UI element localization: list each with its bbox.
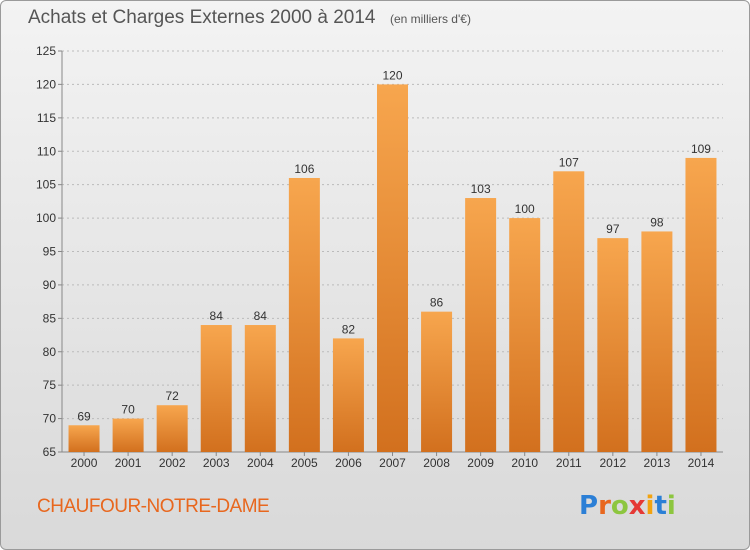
data-label: 103 <box>471 182 491 196</box>
logo-letter: x <box>628 491 646 521</box>
bar <box>244 325 276 452</box>
logo-letter: P <box>579 491 599 521</box>
y-tick-label: 90 <box>43 278 57 292</box>
commune-name: CHAUFOUR-NOTRE-DAME <box>37 496 270 517</box>
data-label: 120 <box>382 68 402 82</box>
logo-letter: t <box>654 491 667 521</box>
x-tick-label: 2007 <box>379 456 406 470</box>
bar <box>156 405 188 452</box>
x-tick-label: 2004 <box>247 456 274 470</box>
y-tick-label: 95 <box>43 245 57 259</box>
bar <box>112 418 144 452</box>
bar <box>597 238 629 452</box>
x-tick-label: 2003 <box>203 456 230 470</box>
data-label: 107 <box>559 155 579 169</box>
chart-subtitle: (en milliers d'€) <box>389 12 471 26</box>
data-label: 98 <box>650 215 664 229</box>
y-tick-label: 85 <box>43 311 57 325</box>
data-label: 106 <box>294 162 314 176</box>
y-tick-label: 120 <box>36 77 56 91</box>
x-tick-label: 2006 <box>335 456 362 470</box>
y-tick-label: 100 <box>36 211 56 225</box>
y-tick-label: 105 <box>36 178 56 192</box>
y-tick-label: 70 <box>43 412 57 426</box>
bar <box>641 231 673 452</box>
bar <box>377 84 408 453</box>
y-tick-label: 115 <box>37 111 56 125</box>
y-tick-label: 80 <box>43 345 57 359</box>
bar <box>465 198 497 452</box>
x-tick-label: 2001 <box>115 456 142 470</box>
x-tick-label: 2011 <box>556 456 582 470</box>
x-tick-label: 2010 <box>511 456 538 470</box>
data-label: 84 <box>210 309 224 323</box>
x-tick-label: 2009 <box>467 456 494 470</box>
data-label: 97 <box>606 222 620 236</box>
data-label: 82 <box>342 322 356 336</box>
x-tick-label: 2014 <box>688 456 715 470</box>
title-row: Achats et Charges Externes 2000 à 2014 (… <box>28 7 471 29</box>
data-label: 86 <box>430 296 444 310</box>
bar <box>509 218 541 452</box>
bar <box>685 157 717 452</box>
data-label: 70 <box>121 403 135 417</box>
y-tick-label: 65 <box>43 445 57 459</box>
x-tick-label: 2008 <box>423 456 450 470</box>
logo-letter: i <box>645 491 655 521</box>
logo-letter: i <box>666 491 676 521</box>
logo-letter: o <box>610 491 629 521</box>
y-tick-label: 75 <box>43 378 57 392</box>
x-tick-label: 2000 <box>71 456 98 470</box>
data-label: 100 <box>515 202 535 216</box>
x-tick-label: 2002 <box>159 456 186 470</box>
bar <box>200 325 232 452</box>
proxiti-logo[interactable]: Proxiti <box>579 491 676 521</box>
x-tick-label: 2005 <box>291 456 318 470</box>
data-label: 72 <box>165 389 179 403</box>
data-label: 109 <box>691 142 711 156</box>
bar <box>553 171 585 453</box>
bar <box>421 311 453 452</box>
y-tick-label: 110 <box>37 144 56 158</box>
x-tick-label: 2013 <box>644 456 671 470</box>
logo-letter: r <box>598 491 611 521</box>
y-tick-label: 125 <box>36 44 56 58</box>
x-tick-label: 2012 <box>599 456 626 470</box>
data-label: 69 <box>77 409 91 423</box>
chart-title: Achats et Charges Externes 2000 à 2014 <box>28 7 376 28</box>
bar <box>68 425 100 452</box>
data-label: 84 <box>254 309 268 323</box>
bar <box>288 177 320 452</box>
bar <box>332 338 364 452</box>
